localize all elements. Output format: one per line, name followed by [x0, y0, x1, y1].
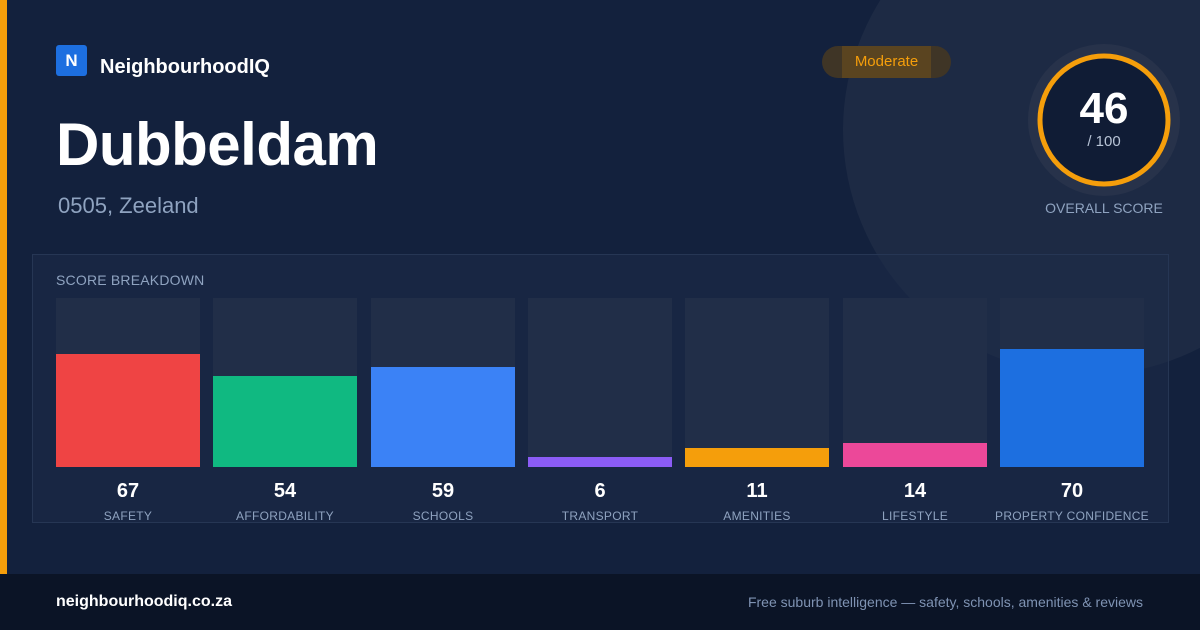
bar-property-confidence: 70 PROPERTY CONFIDENCE	[995, 298, 1149, 523]
bar-fill	[685, 448, 829, 467]
footer-tagline: Free suburb intelligence — safety, schoo…	[747, 594, 1143, 610]
bar-affordability: 54 AFFORDABILITY	[213, 298, 357, 523]
suburb-title: Dubbeldam	[56, 111, 379, 178]
score-breakdown-title: SCORE BREAKDOWN	[56, 272, 205, 288]
bar-value: 59	[431, 480, 455, 502]
bar-amenities: 11 AMENITIES	[685, 298, 829, 523]
brand-name: NeighbourhoodIQ	[100, 56, 270, 78]
bar-transport: 6 TRANSPORT	[528, 298, 672, 523]
rating-badge: Moderate	[822, 46, 951, 78]
accent-bar	[0, 0, 7, 574]
overall-score-max: / 100	[1087, 133, 1121, 150]
bar-track	[213, 298, 357, 467]
bar-track	[1000, 298, 1144, 467]
bar-value: 14	[903, 480, 927, 502]
bar-label: TRANSPORT	[561, 509, 639, 523]
bar-label: SAFETY	[103, 509, 153, 523]
overall-score-ring	[1028, 44, 1180, 196]
bar-label: LIFESTYLE	[881, 509, 949, 523]
bar-label: AFFORDABILITY	[236, 509, 334, 523]
overall-score-value: 46	[1079, 84, 1129, 133]
bar-value: 6	[594, 480, 606, 502]
bar-fill	[213, 376, 357, 467]
footer-url-link[interactable]: neighbourhoodiq.co.za	[56, 593, 232, 610]
rating-badge-highlight	[842, 46, 931, 78]
bar-fill	[371, 367, 515, 467]
bar-schools: 59 SCHOOLS	[371, 298, 515, 523]
bar-value: 70	[1060, 480, 1084, 502]
bar-track	[528, 298, 672, 467]
bar-fill	[56, 354, 200, 467]
bar-fill	[1000, 349, 1144, 467]
bar-safety: 67 SAFETY	[56, 298, 200, 523]
bar-track	[56, 298, 200, 467]
brand-logo-icon: N	[56, 45, 87, 76]
bar-value: 11	[746, 480, 768, 502]
score-ring-arc	[1037, 53, 1171, 187]
bar-track	[685, 298, 829, 467]
overall-score-label: OVERALL SCORE	[1045, 200, 1163, 216]
rating-badge-label: Moderate	[854, 53, 919, 70]
bar-track	[843, 298, 987, 467]
bar-label: SCHOOLS	[412, 509, 474, 523]
bar-lifestyle: 14 LIFESTYLE	[843, 298, 987, 523]
bar-value: 67	[116, 480, 140, 502]
suburb-location: 0505, Zeeland	[58, 193, 199, 218]
bar-label: PROPERTY CONFIDENCE	[995, 509, 1149, 523]
bar-label: AMENITIES	[723, 509, 791, 523]
bar-fill	[528, 457, 672, 467]
bar-track	[371, 298, 515, 467]
bar-fill	[843, 443, 987, 467]
bar-value: 54	[273, 480, 297, 502]
footer	[0, 574, 1200, 630]
